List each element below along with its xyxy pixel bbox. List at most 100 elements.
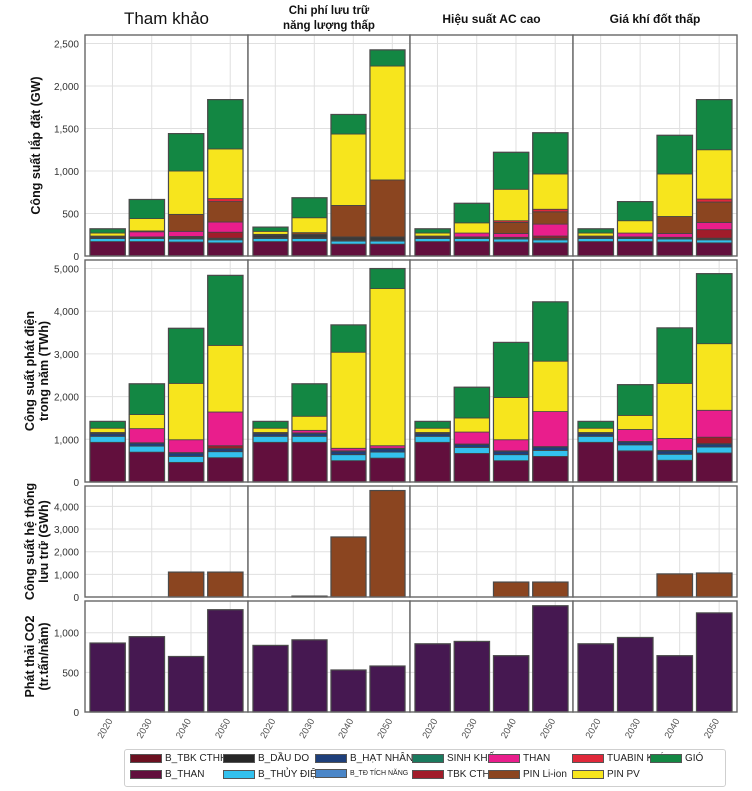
bar-segment	[696, 446, 733, 454]
y-axis-label: Công suất phát điện	[23, 311, 37, 431]
bar-segment	[414, 241, 451, 257]
bar-segment	[207, 201, 244, 223]
bar-segment	[168, 439, 205, 453]
panel-frame	[572, 259, 738, 483]
bar-segment	[453, 202, 490, 224]
x-tick-label: 2020	[95, 717, 115, 741]
bar-segment	[291, 233, 328, 239]
bar-segment	[252, 230, 289, 235]
panel-frame	[572, 600, 738, 713]
y-axis-label: Phát thải CO2	[23, 615, 37, 697]
bar-segment	[291, 197, 328, 219]
bar-segment	[207, 231, 244, 239]
y-tick-label: 1,000	[54, 570, 79, 581]
bar-segment	[207, 221, 244, 233]
bar-segment	[577, 427, 614, 433]
legend-swatch	[223, 754, 255, 763]
bar-segment	[168, 455, 205, 463]
bar-segment	[532, 223, 569, 237]
bar-segment	[577, 232, 614, 237]
bar-segment	[330, 536, 367, 598]
bar-segment	[493, 233, 530, 238]
legend-item: THAN	[488, 753, 550, 764]
bar-segment	[414, 228, 451, 234]
bar-segment	[493, 450, 530, 456]
bar-segment	[369, 490, 406, 598]
bar-segment	[330, 243, 367, 257]
bar-segment	[128, 383, 165, 415]
bar-segment	[617, 232, 654, 238]
bar-segment	[128, 451, 165, 483]
panel-emissions	[84, 600, 249, 713]
bar-segment	[252, 645, 289, 713]
bar-segment	[656, 216, 693, 234]
panel-emissions	[409, 600, 574, 713]
bar-segment	[696, 198, 733, 203]
bar-segment	[617, 384, 654, 416]
legend-label: B_TBK CTHH	[165, 753, 228, 764]
bar-segment	[89, 241, 126, 257]
panel-storage	[84, 485, 249, 598]
bar-segment	[207, 198, 244, 202]
bar-segment	[532, 446, 569, 451]
bar-segment	[128, 218, 165, 232]
legend-swatch	[572, 754, 604, 763]
bar-segment	[577, 228, 614, 234]
bar-segment	[493, 439, 530, 452]
bar-segment	[493, 460, 530, 483]
y-axis-label: lưu trữ (GWh)	[37, 500, 51, 583]
panel-frame	[572, 34, 738, 257]
bar-segment	[617, 444, 654, 452]
bar-segment	[207, 148, 244, 200]
legend-swatch	[488, 770, 520, 779]
panel-storage	[247, 485, 411, 598]
bar-segment	[453, 447, 490, 454]
bar-segment	[207, 571, 244, 598]
legend-label: TBK CTHH	[447, 769, 497, 780]
legend-item: SINH KHỐI	[412, 753, 498, 764]
bar-segment	[207, 242, 244, 257]
bar-segment	[330, 450, 367, 456]
bar-segment	[207, 99, 244, 150]
panel-installed	[572, 34, 738, 257]
bar-segment	[696, 229, 733, 239]
bar-segment	[330, 460, 367, 483]
bar-segment	[577, 441, 614, 483]
x-tick-label: 2030	[297, 717, 317, 741]
bar-segment	[617, 450, 654, 483]
bar-segment	[532, 211, 569, 225]
bar-segment	[252, 435, 289, 443]
legend-swatch	[130, 754, 162, 763]
bar-segment	[330, 133, 367, 206]
bar-segment	[696, 572, 733, 598]
y-tick-label: 500	[62, 668, 79, 679]
bar-segment	[207, 451, 244, 459]
bar-segment	[207, 457, 244, 483]
bar-segment	[128, 199, 165, 220]
panel-generation	[84, 259, 249, 483]
bar-segment	[369, 49, 406, 67]
legend-label: PIN PV	[607, 769, 640, 780]
y-tick-label: 0	[73, 478, 79, 489]
bar-segment	[532, 242, 569, 257]
bar-segment	[696, 409, 733, 438]
bar-segment	[656, 655, 693, 713]
bar-segment	[89, 228, 126, 234]
bar-segment	[532, 360, 569, 412]
bar-segment	[168, 461, 205, 483]
bar-segment	[493, 397, 530, 441]
legend-label: GIÓ	[685, 753, 704, 764]
bar-segment	[656, 134, 693, 175]
bar-segment	[291, 217, 328, 234]
chart-legend: B_TBK CTHH B_THAN B_DẦU DO B_THỦY ĐIỆN B_HẠT…	[124, 749, 726, 787]
bar-segment	[252, 226, 289, 232]
x-tick-label: 2030	[135, 717, 155, 741]
bar-segment	[577, 241, 614, 257]
bar-segment	[369, 451, 406, 459]
bar-segment	[168, 452, 205, 457]
bar-segment	[89, 420, 126, 429]
bar-segment	[128, 445, 165, 453]
scenario-title: Hiệu suất AC cao	[442, 12, 540, 26]
bar-segment	[89, 427, 126, 433]
legend-swatch	[223, 770, 255, 779]
